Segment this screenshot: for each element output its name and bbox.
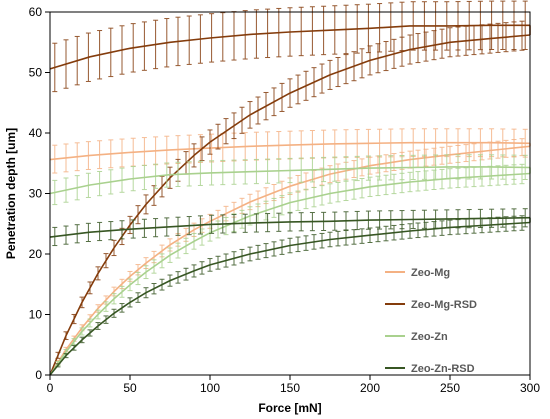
y-tick-label: 40 <box>29 126 43 140</box>
series-line-unloading <box>49 216 531 238</box>
legend-label: Zeo-Mg-RSD <box>411 299 477 311</box>
x-tick-label: 100 <box>200 381 220 395</box>
plot-area <box>49 0 531 376</box>
x-tick-label: 150 <box>280 381 300 395</box>
legend-label: Zeo-Zn-RSD <box>411 363 475 375</box>
error-bars-loading <box>55 163 525 367</box>
legend: Zeo-Mg Zeo-Mg-RSD Zeo-Zn Zeo-Zn-RSD <box>385 267 477 375</box>
y-tick-label: 60 <box>29 5 43 19</box>
axes: 0 50 100 150 200 250 300 0 10 20 30 40 50 60 <box>29 5 541 395</box>
error-bars-loading <box>55 215 525 368</box>
x-tick-label: 300 <box>520 381 540 395</box>
y-tick-label: 10 <box>29 308 43 322</box>
x-axis-title: Force [mN] <box>258 401 321 415</box>
series-line-loading <box>49 221 531 376</box>
y-tick-label: 0 <box>35 368 42 382</box>
x-tick-label: 250 <box>440 381 460 395</box>
series-zeo-zn <box>49 154 531 376</box>
x-tick-label: 200 <box>360 381 380 395</box>
y-tick-label: 20 <box>29 247 43 261</box>
series-zeo-zn-rsd <box>49 208 531 376</box>
series-line-loading <box>49 34 531 376</box>
error-bars-unloading <box>52 0 528 93</box>
legend-label: Zeo-Mg <box>411 267 450 279</box>
x-tick-label: 50 <box>123 381 137 395</box>
y-tick-label: 30 <box>29 187 43 201</box>
series-line-unloading <box>49 166 531 195</box>
y-tick-label: 50 <box>29 66 43 80</box>
y-axis-title: Penetration depth [um] <box>4 128 18 259</box>
series-line-unloading <box>49 24 530 70</box>
series-line-loading <box>49 172 531 376</box>
legend-label: Zeo-Zn <box>411 331 448 343</box>
series-zeo-mg-rsd <box>49 0 531 376</box>
x-tick-label: 0 <box>47 381 54 395</box>
series-line-unloading <box>49 141 531 161</box>
